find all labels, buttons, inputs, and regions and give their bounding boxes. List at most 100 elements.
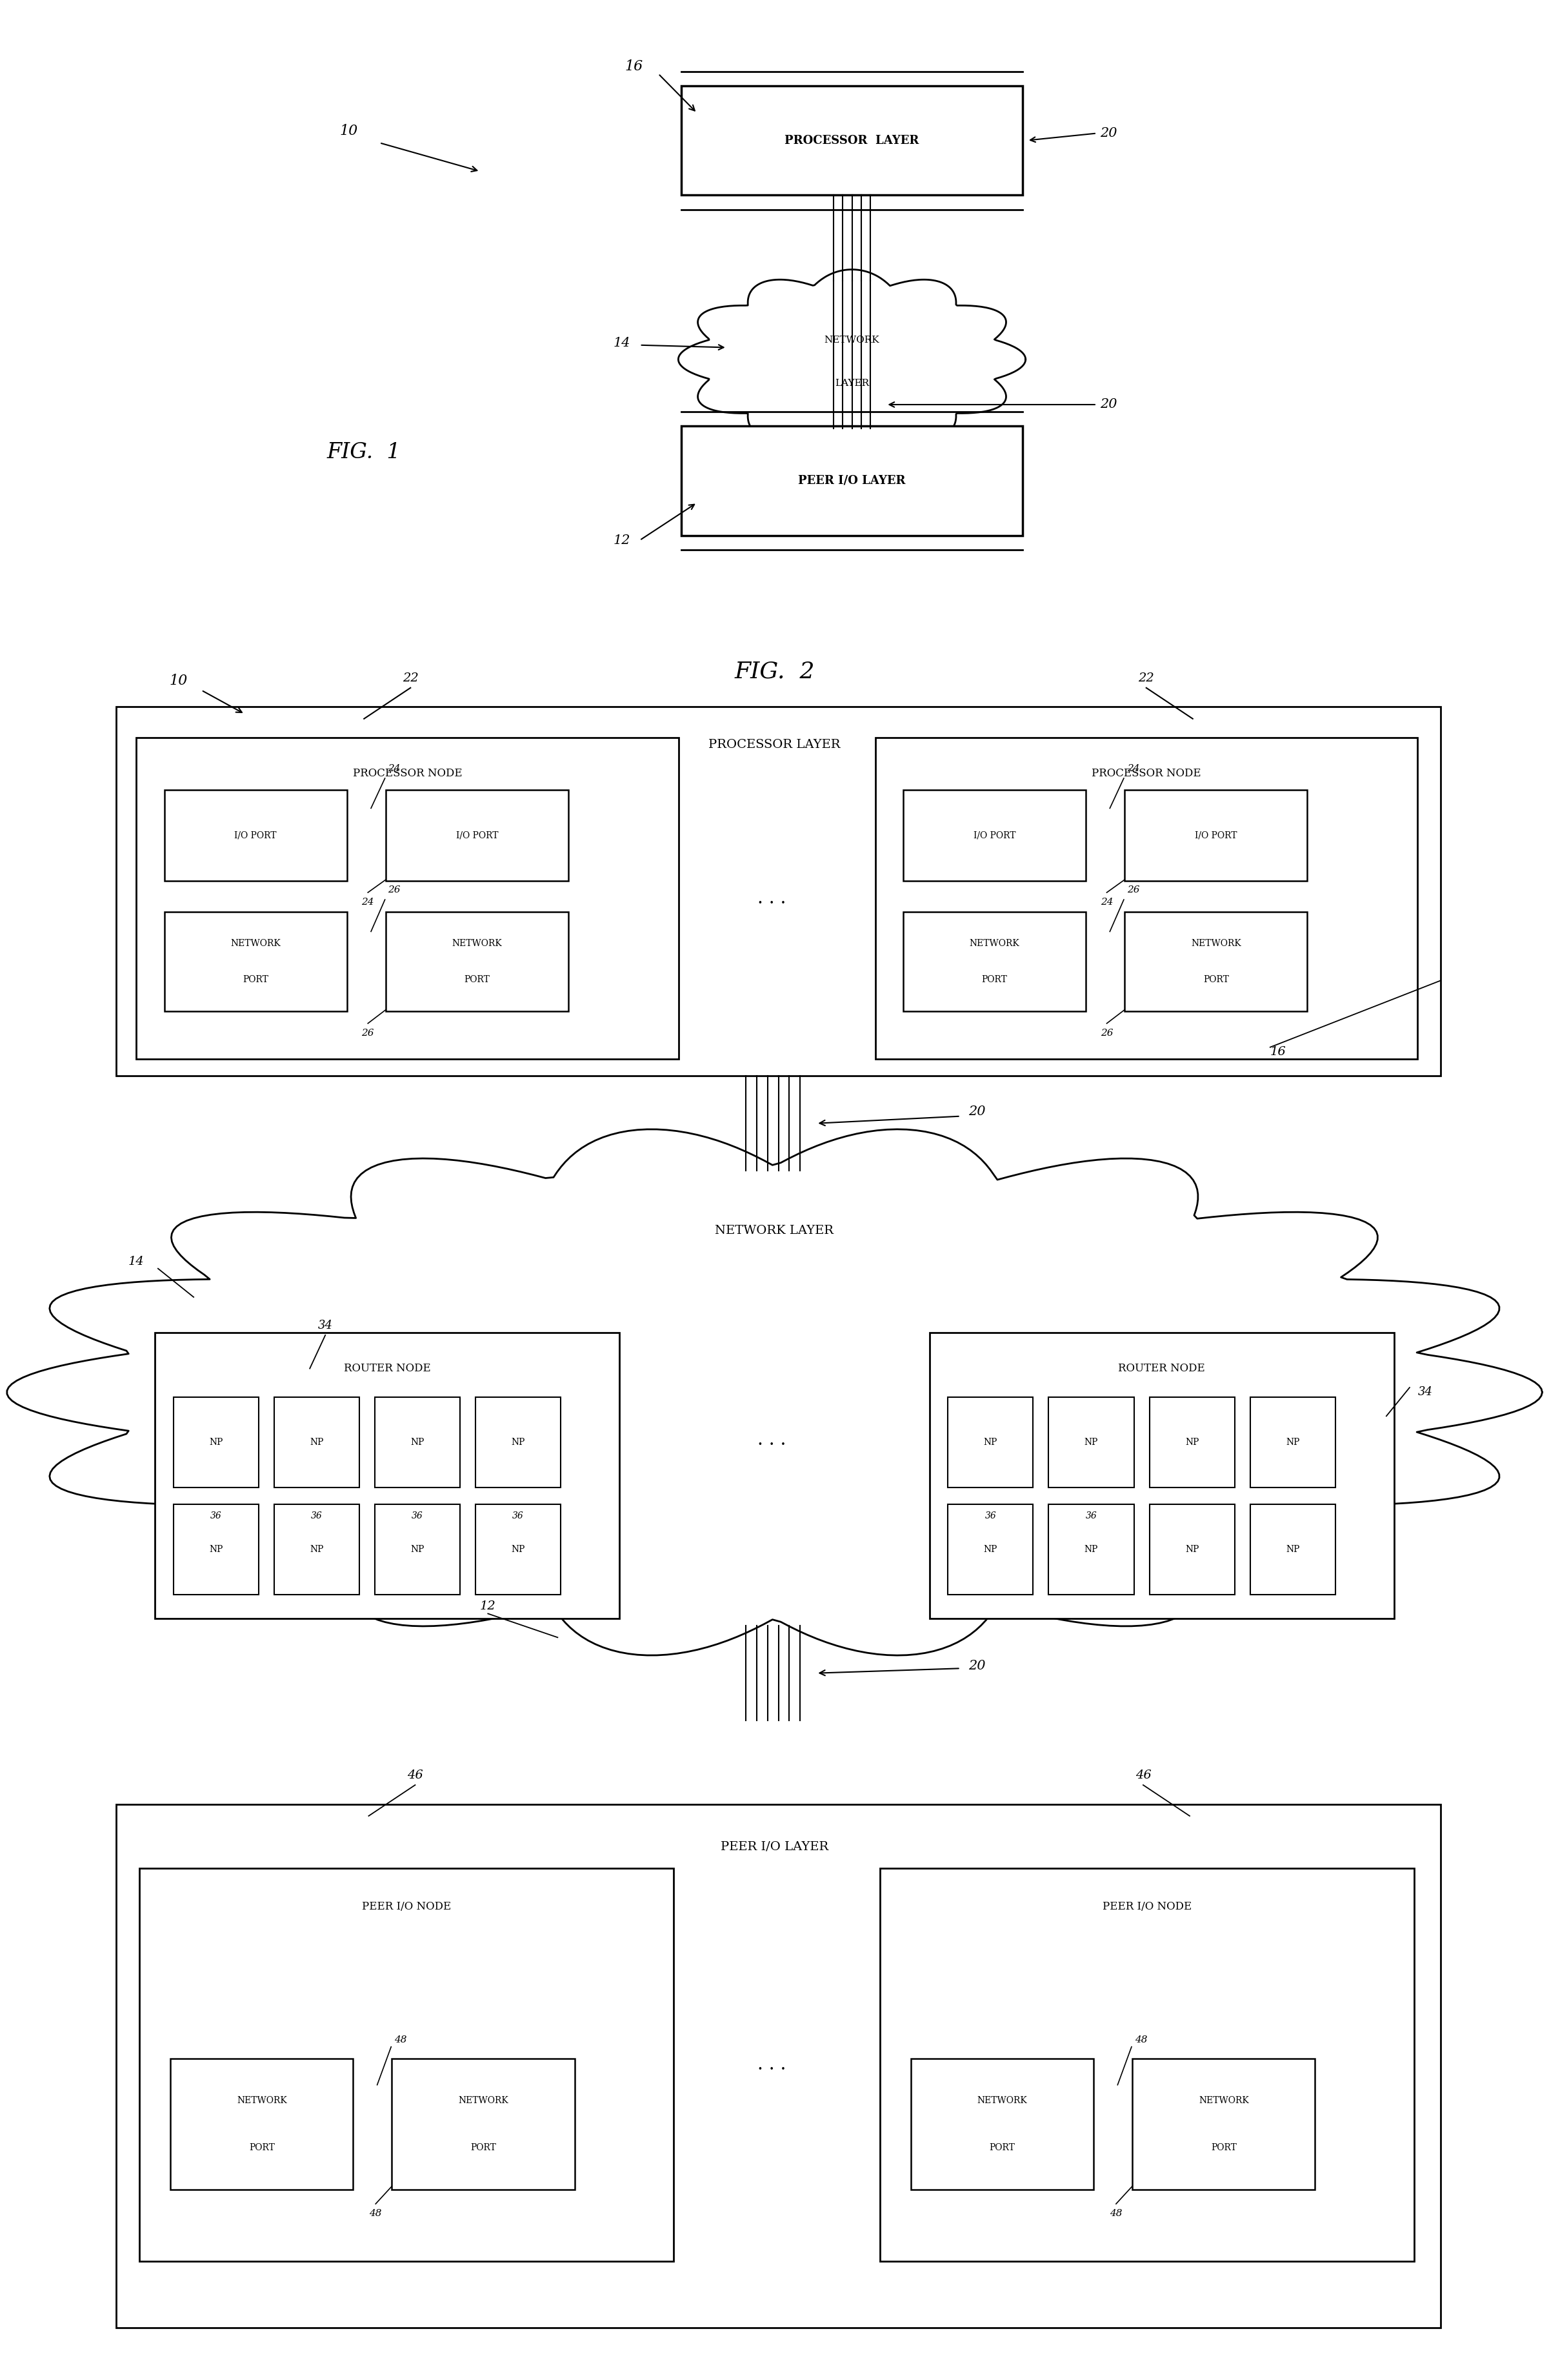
Bar bbox=[375, 1397, 460, 1488]
Text: 10: 10 bbox=[169, 674, 187, 688]
Text: LAYER: LAYER bbox=[835, 378, 869, 388]
Text: 36: 36 bbox=[513, 1511, 524, 1521]
Text: 20: 20 bbox=[968, 1659, 985, 1673]
Text: 26: 26 bbox=[387, 885, 401, 895]
Bar bbox=[903, 790, 1086, 881]
Text: 46: 46 bbox=[407, 1771, 423, 1780]
Text: 48: 48 bbox=[369, 2209, 383, 2218]
Text: 10: 10 bbox=[339, 124, 358, 138]
Text: NETWORK: NETWORK bbox=[237, 2097, 287, 2104]
Text: PORT: PORT bbox=[249, 2144, 274, 2152]
Text: 36: 36 bbox=[211, 1511, 222, 1521]
Text: PORT: PORT bbox=[982, 976, 1007, 983]
Bar bbox=[880, 1868, 1414, 2261]
Text: 24: 24 bbox=[1126, 764, 1140, 773]
Bar bbox=[386, 912, 568, 1012]
Bar bbox=[682, 426, 1022, 536]
Text: NP: NP bbox=[1286, 1438, 1300, 1447]
Text: PEER I/O NODE: PEER I/O NODE bbox=[362, 1902, 451, 1911]
Bar bbox=[116, 1804, 1441, 2328]
Text: 24: 24 bbox=[387, 764, 401, 773]
Text: NP: NP bbox=[511, 1438, 525, 1447]
Text: 20: 20 bbox=[1100, 126, 1117, 140]
Text: NP: NP bbox=[310, 1438, 324, 1447]
Text: 20: 20 bbox=[1100, 397, 1117, 412]
Text: PROCESSOR NODE: PROCESSOR NODE bbox=[353, 769, 462, 778]
Text: PORT: PORT bbox=[465, 976, 489, 983]
Text: 26: 26 bbox=[1100, 1028, 1114, 1038]
Bar bbox=[375, 1504, 460, 1595]
Text: I/O PORT: I/O PORT bbox=[973, 831, 1016, 840]
Text: ROUTER NODE: ROUTER NODE bbox=[1118, 1364, 1205, 1373]
Text: FIG.  1: FIG. 1 bbox=[327, 443, 401, 462]
Text: 22: 22 bbox=[1139, 674, 1154, 683]
Bar bbox=[1125, 790, 1307, 881]
Text: . . .: . . . bbox=[757, 2056, 785, 2073]
Text: FIG.  2: FIG. 2 bbox=[734, 659, 815, 683]
Text: PROCESSOR NODE: PROCESSOR NODE bbox=[1092, 769, 1200, 778]
Text: NP: NP bbox=[1185, 1438, 1199, 1447]
Bar bbox=[170, 2059, 353, 2190]
Text: 48: 48 bbox=[1109, 2209, 1123, 2218]
Bar bbox=[911, 2059, 1094, 2190]
Text: PORT: PORT bbox=[1204, 976, 1228, 983]
Bar bbox=[476, 1397, 561, 1488]
Text: PORT: PORT bbox=[471, 2144, 496, 2152]
Text: 14: 14 bbox=[613, 336, 630, 350]
Bar bbox=[903, 912, 1086, 1012]
Text: PEER I/O NODE: PEER I/O NODE bbox=[1103, 1902, 1191, 1911]
Bar bbox=[929, 1333, 1394, 1618]
Text: 34: 34 bbox=[318, 1321, 333, 1330]
Text: 22: 22 bbox=[403, 674, 418, 683]
Bar bbox=[392, 2059, 575, 2190]
Bar bbox=[164, 790, 347, 881]
Text: NETWORK: NETWORK bbox=[1199, 2097, 1248, 2104]
Bar bbox=[1132, 2059, 1315, 2190]
Text: NETWORK: NETWORK bbox=[1191, 940, 1241, 947]
Text: 36: 36 bbox=[311, 1511, 322, 1521]
Bar bbox=[139, 1868, 674, 2261]
Bar bbox=[1149, 1504, 1235, 1595]
Polygon shape bbox=[8, 1128, 1543, 1656]
Text: PROCESSOR  LAYER: PROCESSOR LAYER bbox=[785, 136, 919, 145]
Text: 48: 48 bbox=[393, 2035, 407, 2044]
Bar bbox=[476, 1504, 561, 1595]
Text: I/O PORT: I/O PORT bbox=[1194, 831, 1238, 840]
Text: 16: 16 bbox=[1270, 1047, 1286, 1057]
Bar bbox=[164, 912, 347, 1012]
Text: NP: NP bbox=[410, 1438, 424, 1447]
Text: . . .: . . . bbox=[757, 1430, 785, 1449]
Bar bbox=[1125, 912, 1307, 1012]
Text: PEER I/O LAYER: PEER I/O LAYER bbox=[720, 1842, 829, 1852]
Text: NP: NP bbox=[984, 1438, 998, 1447]
Text: NETWORK: NETWORK bbox=[459, 2097, 508, 2104]
Text: NETWORK: NETWORK bbox=[231, 940, 280, 947]
Text: 14: 14 bbox=[129, 1257, 144, 1266]
Text: NETWORK: NETWORK bbox=[452, 940, 502, 947]
Text: ROUTER NODE: ROUTER NODE bbox=[344, 1364, 431, 1373]
Text: 46: 46 bbox=[1135, 1771, 1151, 1780]
Bar bbox=[1049, 1504, 1134, 1595]
Bar bbox=[386, 790, 568, 881]
Text: 36: 36 bbox=[412, 1511, 423, 1521]
Bar bbox=[173, 1504, 259, 1595]
Text: 36: 36 bbox=[985, 1511, 996, 1521]
Bar bbox=[875, 738, 1417, 1059]
Bar bbox=[1250, 1397, 1335, 1488]
Text: PROCESSOR LAYER: PROCESSOR LAYER bbox=[708, 740, 841, 750]
Text: 26: 26 bbox=[1126, 885, 1140, 895]
Bar bbox=[1049, 1397, 1134, 1488]
Text: NP: NP bbox=[1084, 1438, 1098, 1447]
Text: NP: NP bbox=[410, 1545, 424, 1554]
Polygon shape bbox=[678, 269, 1025, 450]
Bar bbox=[682, 86, 1022, 195]
Text: PEER I/O LAYER: PEER I/O LAYER bbox=[798, 476, 906, 486]
Text: I/O PORT: I/O PORT bbox=[234, 831, 277, 840]
Bar bbox=[1250, 1504, 1335, 1595]
Text: NETWORK LAYER: NETWORK LAYER bbox=[716, 1226, 833, 1235]
Text: PORT: PORT bbox=[1211, 2144, 1236, 2152]
Text: NP: NP bbox=[209, 1545, 223, 1554]
Text: 24: 24 bbox=[361, 897, 375, 907]
Text: 12: 12 bbox=[480, 1602, 496, 1611]
Text: NP: NP bbox=[511, 1545, 525, 1554]
